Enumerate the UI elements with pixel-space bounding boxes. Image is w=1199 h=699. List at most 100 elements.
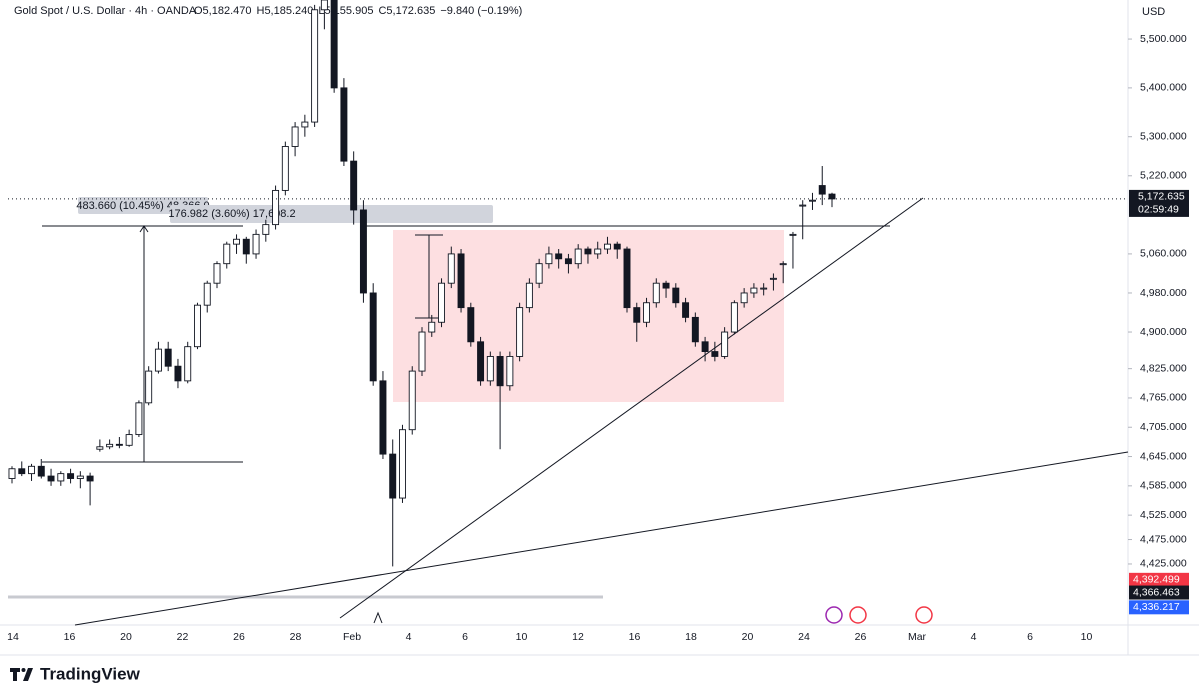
- y-tick-label: 5,300.000: [1140, 131, 1187, 143]
- price-tag-label: 4,392.499: [1133, 574, 1180, 586]
- brand-name: TradingView: [40, 664, 141, 683]
- candle-body: [633, 307, 641, 323]
- x-tick-label: 26: [233, 631, 245, 643]
- logo-dot: [21, 668, 26, 672]
- candle-body: [779, 263, 787, 266]
- candle-body: [213, 263, 221, 284]
- candle-body: [584, 248, 592, 255]
- candle-body: [311, 9, 319, 123]
- candle-body: [272, 189, 280, 226]
- candle-body: [18, 468, 26, 475]
- y-tick-label: 4,705.000: [1140, 421, 1187, 433]
- event-icon[interactable]: [825, 606, 843, 624]
- y-tick-label: 4,765.000: [1140, 392, 1187, 404]
- measure-label: 176.982 (3.60%) 17,698.2: [168, 208, 295, 220]
- price-tag: [1129, 572, 1189, 587]
- x-tick-label: 24: [798, 631, 810, 643]
- event-icon[interactable]: [849, 606, 867, 624]
- x-tick-label: 18: [685, 631, 697, 643]
- candle-body: [604, 243, 611, 250]
- candle-body: [418, 331, 426, 372]
- measure-arrow-head: [139, 225, 149, 233]
- candle-body: [174, 365, 182, 382]
- candle-body: [281, 146, 289, 191]
- x-tick-label: 6: [1027, 631, 1033, 643]
- trend-line: [339, 197, 924, 619]
- candle-body: [330, 0, 338, 89]
- candle-body: [682, 302, 690, 318]
- candle-body: [96, 446, 104, 450]
- candle-body: [340, 87, 348, 162]
- ohlc-value: O5,182.470: [194, 5, 252, 17]
- candle-body: [828, 193, 836, 200]
- price-tag: [1129, 600, 1189, 615]
- brand-logo: TradingView: [10, 664, 141, 683]
- x-tick-label: 10: [516, 631, 528, 643]
- candle-body: [564, 258, 572, 265]
- price-tag: [1129, 585, 1189, 600]
- candle-body: [379, 380, 387, 455]
- candle-body: [789, 233, 797, 236]
- candle-body: [291, 126, 299, 147]
- candle-body: [525, 282, 533, 309]
- candle-body: [457, 253, 465, 309]
- candle-body: [701, 341, 709, 353]
- y-tick-label: 4,980.000: [1140, 287, 1187, 299]
- candle-body: [193, 304, 201, 348]
- candle-body: [350, 160, 358, 211]
- ohlc-value: C5,172.635: [378, 5, 435, 17]
- candle-body: [145, 370, 153, 404]
- currency[interactable]: USD: [1142, 6, 1165, 18]
- candle-body: [28, 465, 36, 475]
- candle-body: [252, 233, 260, 255]
- candle-body: [438, 282, 446, 323]
- candle-body: [516, 307, 524, 357]
- y-tick-label: 5,220.000: [1140, 170, 1187, 182]
- candle-body: [86, 475, 94, 482]
- candle-body: [399, 429, 406, 499]
- countdown: 02:59:49: [1138, 204, 1179, 216]
- candle-body: [408, 370, 416, 431]
- candle-body: [662, 282, 670, 289]
- x-tick-label: 12: [572, 631, 584, 643]
- ohlc-value: −9.840 (−0.19%): [440, 5, 522, 17]
- event-icon[interactable]: [915, 606, 933, 624]
- y-tick-label: 5,060.000: [1140, 248, 1187, 260]
- candle-body: [164, 348, 172, 367]
- y-tick-label: 5,400.000: [1140, 82, 1187, 94]
- candle-body: [740, 292, 748, 304]
- candle-body: [233, 238, 241, 245]
- trend-line: [74, 451, 1129, 626]
- candle-body: [574, 248, 582, 265]
- price-tag-label: 4,366.463: [1133, 586, 1180, 598]
- ohlc-value: H5,185.240: [257, 5, 314, 17]
- candle-body: [135, 402, 143, 436]
- x-tick-label: 20: [742, 631, 754, 643]
- candle-body: [203, 282, 211, 306]
- candle-body: [730, 302, 738, 333]
- y-tick-label: 4,525.000: [1140, 509, 1187, 521]
- candle-body: [535, 263, 543, 284]
- x-tick-label: 16: [64, 631, 76, 643]
- candle-body: [672, 287, 680, 304]
- candle-body: [477, 341, 485, 382]
- y-tick-label: 4,425.000: [1140, 558, 1187, 570]
- last-price-tag: [1129, 189, 1189, 217]
- candles: [8, 0, 836, 567]
- candle-body: [818, 185, 826, 195]
- price-tag-label: 4,336.217: [1133, 601, 1180, 613]
- candle-body: [691, 316, 699, 343]
- x-tick-label: 14: [7, 631, 19, 643]
- y-tick-label: 4,645.000: [1140, 450, 1187, 462]
- candle-body: [799, 204, 807, 207]
- symbol-title: Gold Spot / U.S. Dollar · 4h · OANDA: [14, 5, 197, 17]
- candle-body: [242, 238, 250, 255]
- candle-body: [115, 443, 123, 446]
- x-tick-label: 20: [120, 631, 132, 643]
- candle-body: [223, 243, 231, 265]
- candle-body: [154, 348, 162, 372]
- event-marker[interactable]: [373, 611, 383, 624]
- candle-body: [594, 248, 602, 255]
- candle-body: [721, 331, 729, 357]
